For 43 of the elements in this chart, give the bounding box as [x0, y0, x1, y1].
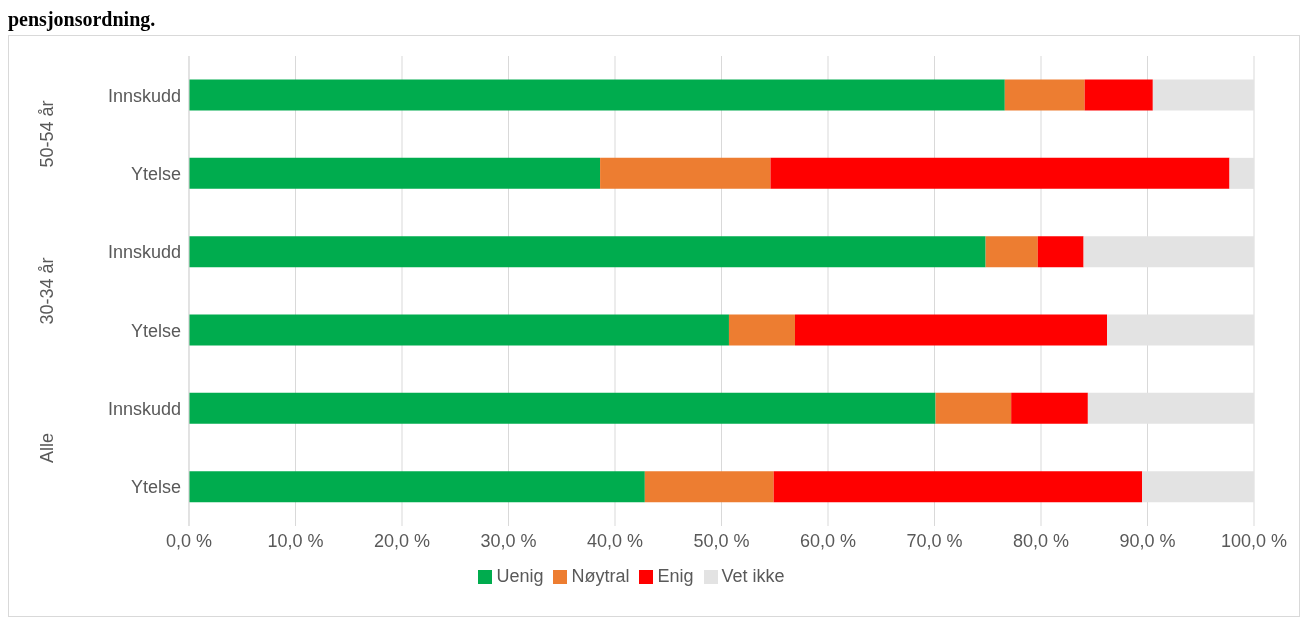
legend-label: Nøytral	[571, 566, 630, 586]
bar	[189, 314, 729, 346]
x-tick-label: 20,0 %	[373, 530, 431, 551]
x-tick-label: 100,0 %	[1220, 530, 1288, 551]
bar	[644, 471, 774, 503]
text: 50-54 år	[36, 100, 58, 168]
x-tick-label: 40,0 %	[586, 530, 644, 551]
legend-label: Vet ikke	[721, 566, 785, 586]
x-tick-label: 30,0 %	[480, 530, 537, 551]
bar	[1011, 392, 1088, 424]
bar	[189, 471, 645, 503]
x-tick-label: 0,0 %	[165, 530, 213, 551]
bar	[600, 157, 771, 189]
x-tick-label: 70,0 %	[906, 530, 963, 551]
bar	[189, 157, 601, 189]
y-tick-label: Innskudd	[107, 242, 181, 263]
bar	[985, 236, 1038, 268]
bar	[1084, 79, 1153, 111]
y-tick-label: Ytelse	[130, 320, 181, 341]
y-tick-label: Ytelse	[130, 163, 181, 184]
bar	[189, 79, 1005, 111]
y-tick-label: Innskudd	[107, 85, 181, 106]
bar	[1037, 236, 1084, 268]
chart-title: pensjonsordning.	[8, 8, 157, 31]
bar	[1004, 79, 1085, 111]
bar	[189, 392, 936, 424]
bar	[770, 157, 1230, 189]
bar	[773, 471, 1143, 503]
legend-label: Enig	[657, 566, 694, 586]
x-tick-label: 50,0 %	[693, 530, 750, 551]
x-tick-label: 60,0 %	[799, 530, 857, 551]
y-tick-label: Ytelse	[130, 477, 181, 498]
y-tick-label: Innskudd	[107, 398, 181, 419]
x-tick-label: 90,0 %	[1119, 530, 1176, 551]
text: 30-34 år	[36, 257, 58, 325]
x-tick-label: 80,0 %	[1012, 530, 1070, 551]
bar	[728, 314, 795, 346]
legend-label: Uenig	[496, 566, 544, 586]
bar	[794, 314, 1108, 346]
text: Alle	[36, 432, 58, 463]
x-tick-label: 10,0 %	[267, 530, 324, 551]
bar	[935, 392, 1012, 424]
bar	[189, 236, 986, 268]
